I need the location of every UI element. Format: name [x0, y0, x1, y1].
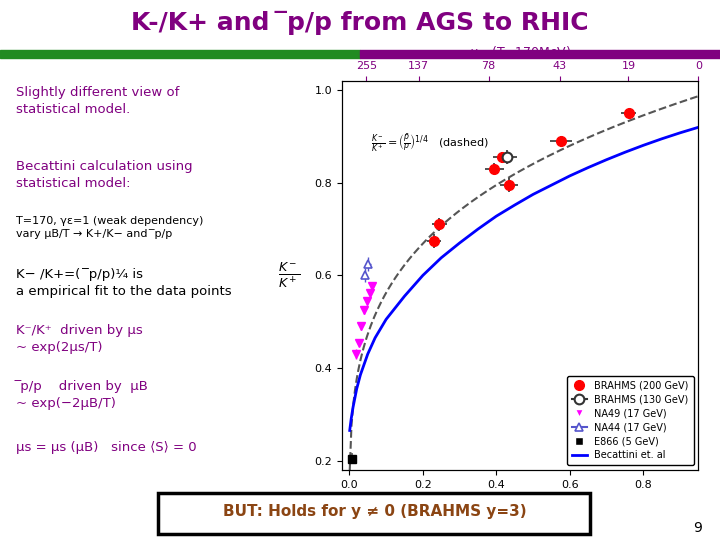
Y-axis label: $\frac{K^-}{K^+}$: $\frac{K^-}{K^+}$: [279, 261, 301, 290]
Line: Becattini et. al: Becattini et. al: [350, 127, 698, 430]
Becattini et. al: [437, 254, 446, 261]
Becattini et. al: [455, 240, 464, 246]
Becattini et. al: [364, 351, 372, 357]
Becattini et. al: [474, 226, 482, 232]
Text: K⁻/K⁺  driven by μs
~ exp(2μs/T): K⁻/K⁺ driven by μs ~ exp(2μs/T): [17, 324, 143, 354]
Becattini et. al: [621, 149, 629, 156]
Becattini et. al: [346, 427, 354, 434]
Becattini et. al: [639, 142, 647, 149]
Becattini et. al: [352, 386, 361, 392]
Becattini et. al: [602, 157, 611, 163]
Becattini et. al: [492, 213, 500, 219]
Text: BUT: Holds for y ≠ 0 (BRAHMS y=3): BUT: Holds for y ≠ 0 (BRAHMS y=3): [222, 504, 526, 519]
Legend: BRAHMS (200 GeV), BRAHMS (130 GeV), NA49 (17 GeV), NA44 (17 GeV), E866 (5 GeV), : BRAHMS (200 GeV), BRAHMS (130 GeV), NA49…: [567, 376, 693, 465]
Becattini et. al: [400, 293, 409, 300]
Becattini et. al: [694, 124, 703, 131]
Text: Slightly different view of
statistical model.: Slightly different view of statistical m…: [17, 86, 180, 117]
Becattini et. al: [510, 202, 519, 208]
Text: T=170, γε=1 (weak dependency)
vary μB/T → K+/K− and  ̅p/p: T=170, γε=1 (weak dependency) vary μB/T …: [17, 216, 204, 239]
Becattini et. al: [675, 130, 684, 136]
Becattini et. al: [565, 173, 574, 179]
Becattini et. al: [418, 272, 427, 279]
Text: 9: 9: [693, 521, 702, 535]
Becattini et. al: [584, 164, 593, 171]
X-axis label: $\mu_B$  (T=170MeV): $\mu_B$ (T=170MeV): [469, 44, 571, 60]
FancyBboxPatch shape: [158, 493, 590, 534]
Becattini et. al: [347, 416, 356, 422]
X-axis label: $\bar{p}/p$: $\bar{p}/p$: [508, 494, 533, 513]
Becattini et. al: [348, 404, 357, 410]
Text: ̅p/p    driven by  μB
~ exp(−2μB/T): ̅p/p driven by μB ~ exp(−2μB/T): [17, 380, 148, 410]
Text: Becattini calculation using
statistical model:: Becattini calculation using statistical …: [17, 160, 193, 190]
Becattini et. al: [657, 136, 666, 142]
Becattini et. al: [356, 372, 365, 378]
Bar: [360, 50, 720, 58]
Text: $\frac{K^-}{K^+} = \left(\frac{\bar{p}}{p}\right)^{1/4}$   (dashed): $\frac{K^-}{K^+} = \left(\frac{\bar{p}}{…: [371, 132, 488, 154]
Text: K-/K+ and  ̅p/p from AGS to RHIC: K-/K+ and ̅p/p from AGS to RHIC: [131, 11, 589, 35]
Text: K− /K+=(  ̅p/p)¹⁄₄ is
a empirical fit to the data points: K− /K+=( ̅p/p)¹⁄₄ is a empirical fit to …: [17, 268, 232, 298]
Becattini et. al: [547, 182, 556, 188]
Becattini et. al: [371, 335, 379, 341]
Becattini et. al: [528, 191, 537, 198]
Bar: [0, 50, 360, 58]
Text: μs = μs (μB)   since ⟨S⟩ = 0: μs = μs (μB) since ⟨S⟩ = 0: [17, 441, 197, 454]
Becattini et. al: [382, 316, 390, 322]
